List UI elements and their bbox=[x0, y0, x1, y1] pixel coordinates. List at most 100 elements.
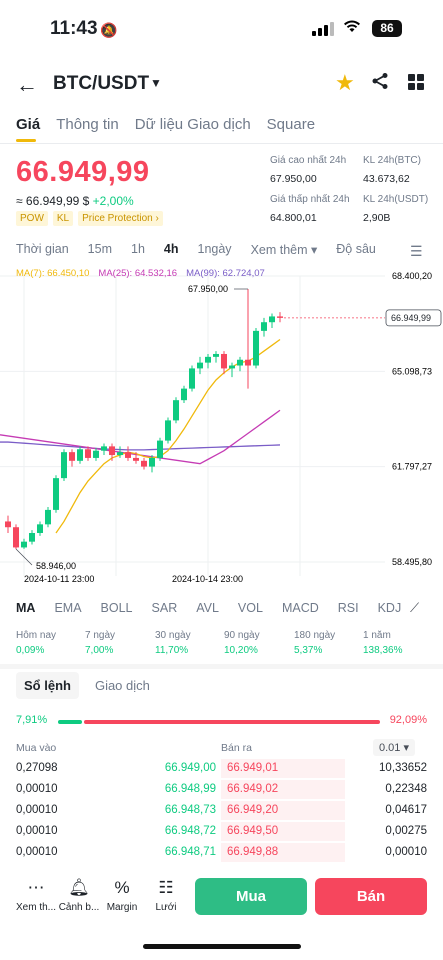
layout-grid-icon[interactable] bbox=[408, 74, 424, 90]
indicator-sar[interactable]: SAR bbox=[151, 601, 178, 615]
ask-depth-bar bbox=[221, 801, 345, 820]
tab-price[interactable]: Giá bbox=[16, 116, 41, 133]
status-time: 11:43 bbox=[50, 18, 98, 39]
interval-1d[interactable]: 1ngày bbox=[197, 242, 232, 256]
nav-grid[interactable]: ☷ Lưới bbox=[140, 878, 192, 913]
candle-body bbox=[205, 356, 211, 363]
buy-sell-ratio: 7,91% 92,09% bbox=[16, 714, 427, 730]
interval-more[interactable]: Xem thêm ▾ bbox=[250, 243, 318, 257]
back-arrow-icon[interactable]: ← bbox=[16, 72, 38, 97]
candle-body bbox=[29, 533, 35, 542]
candle-body bbox=[269, 316, 275, 323]
buy-ratio: 7,91% bbox=[16, 714, 48, 726]
interval-15m[interactable]: 15m bbox=[87, 242, 112, 256]
interval-bar: Thời gian 15m 1h 4h 1ngày Xem thêm ▾ Độ … bbox=[16, 242, 395, 257]
indicator-kdj[interactable]: KDJ bbox=[377, 601, 402, 615]
candle-body bbox=[157, 440, 163, 458]
interval-time[interactable]: Thời gian bbox=[16, 242, 69, 256]
indicator-avl[interactable]: AVL bbox=[196, 601, 219, 615]
perf-today: Hôm nay 0,09% bbox=[16, 630, 57, 656]
candle-body bbox=[213, 353, 219, 357]
tab-trading-data[interactable]: Dữ liệu Giao dịch bbox=[134, 116, 251, 133]
tag-pow[interactable]: POW bbox=[16, 211, 48, 226]
last-price-box bbox=[385, 309, 442, 327]
y-tick-label: 65.098,73 bbox=[392, 366, 432, 376]
low-marker-label: 58.946,00 bbox=[36, 561, 76, 571]
sell-button[interactable]: Bán bbox=[315, 878, 427, 915]
tag-price-protection[interactable]: Price Protection › bbox=[78, 211, 163, 226]
indicator-boll[interactable]: BOLL bbox=[100, 601, 133, 615]
ma99-line bbox=[0, 441, 281, 451]
candle-body bbox=[125, 452, 131, 458]
buy-button[interactable]: Mua bbox=[195, 878, 307, 915]
indicator-settings-icon[interactable]: ⟋ bbox=[410, 600, 420, 615]
ask-depth-bar bbox=[221, 780, 345, 799]
candle-body bbox=[5, 521, 11, 528]
divider bbox=[0, 143, 443, 144]
orderbook-row[interactable]: 0,00010 66.948,71 66.949,88 0,00010 bbox=[16, 843, 427, 866]
interval-4h[interactable]: 4h bbox=[163, 242, 179, 256]
ma99-label: MA(99): 62.724,07 bbox=[186, 268, 265, 279]
ma7-label: MA(7): 66.450,10 bbox=[16, 268, 90, 279]
candle-body bbox=[77, 449, 83, 461]
bid-header: Mua vào bbox=[16, 742, 57, 754]
bell-icon: 🔔︎ bbox=[68, 878, 90, 897]
tab-orderbook[interactable]: Sổ lệnh bbox=[16, 672, 79, 699]
interval-1h[interactable]: 1h bbox=[131, 242, 145, 256]
ask-header: Bán ra bbox=[221, 742, 252, 754]
price-chart[interactable]: 68.400,20 65.098,73 61.797,27 58.495,80 67.… bbox=[0, 262, 443, 592]
candle-body bbox=[253, 330, 259, 366]
wifi-icon bbox=[343, 18, 361, 38]
depth-tab[interactable]: Độ sâu bbox=[336, 242, 376, 256]
orderbook-row[interactable]: 0,00010 66.948,72 66.949,50 0,00275 bbox=[16, 822, 427, 845]
indicator-ema[interactable]: EMA bbox=[54, 601, 82, 615]
indicator-macd[interactable]: MACD bbox=[281, 601, 319, 615]
indicator-vol[interactable]: VOL bbox=[237, 601, 263, 615]
stat-high: Giá cao nhất 24h 67.950,00 bbox=[270, 155, 347, 185]
favorite-star-icon[interactable]: ★ bbox=[335, 70, 355, 95]
y-tick-label: 68.400,20 bbox=[392, 271, 432, 281]
tab-trades[interactable]: Giao dịch bbox=[94, 678, 150, 693]
orderbook-row[interactable]: 0,27098 66.949,00 66.949,01 10,33652 bbox=[16, 759, 427, 782]
coin-tags: POW KL Price Protection › bbox=[16, 211, 163, 226]
candle-body bbox=[13, 527, 19, 548]
nav-margin[interactable]: % Margin bbox=[96, 878, 148, 913]
candle-body bbox=[101, 446, 107, 451]
candle-body bbox=[37, 524, 43, 534]
y-tick-label: 61.797,27 bbox=[392, 462, 432, 472]
tab-square[interactable]: Square bbox=[266, 116, 316, 133]
nav-more[interactable]: ⋯ Xem th... bbox=[10, 878, 62, 913]
orderbook-row[interactable]: 0,00010 66.948,99 66.949,02 0,22348 bbox=[16, 780, 427, 803]
share-icon[interactable] bbox=[371, 72, 389, 95]
price-change-percent: +2,00% bbox=[92, 194, 134, 208]
candle-body bbox=[181, 388, 187, 401]
price-precision-select[interactable]: 0.01 ▾ bbox=[373, 739, 415, 756]
candle-body bbox=[189, 368, 195, 389]
nav-alerts[interactable]: 🔔︎ Cảnh b... bbox=[53, 878, 105, 913]
pair-title[interactable]: BTC/USDT bbox=[53, 73, 150, 94]
candle-body bbox=[149, 457, 155, 467]
candle-body bbox=[277, 316, 283, 318]
tag-kl[interactable]: KL bbox=[52, 211, 74, 226]
x-tick-label: 2024-10-11 23:00 bbox=[24, 574, 94, 584]
indicator-rsi[interactable]: RSI bbox=[337, 601, 359, 615]
indicator-ma[interactable]: MA bbox=[16, 601, 36, 615]
stat-vol-usdt: KL 24h(USDT) 2,90B bbox=[363, 194, 429, 224]
chart-settings-icon[interactable]: ☰ bbox=[410, 243, 423, 259]
active-tab-indicator bbox=[16, 139, 36, 142]
perf-7d: 7 ngày 7,00% bbox=[85, 630, 116, 656]
top-bar: ← BTC/USDT ▼ ★ bbox=[0, 64, 443, 104]
grid-bot-icon: ☷ bbox=[158, 878, 174, 897]
candle-body bbox=[109, 446, 115, 456]
candle-body bbox=[93, 450, 99, 458]
pair-dropdown-icon[interactable]: ▼ bbox=[150, 76, 162, 90]
candle-body bbox=[141, 460, 147, 467]
tab-info[interactable]: Thông tin bbox=[56, 116, 119, 133]
candle-body bbox=[229, 365, 235, 369]
perf-180d: 180 ngày 5,37% bbox=[294, 630, 336, 656]
orderbook-row[interactable]: 0,00010 66.948,73 66.949,20 0,04617 bbox=[16, 801, 427, 824]
cellular-signal-icon bbox=[312, 22, 334, 36]
candle-body bbox=[197, 362, 203, 369]
buy-ratio-bar bbox=[58, 720, 82, 724]
more-icon: ⋯ bbox=[27, 878, 45, 897]
